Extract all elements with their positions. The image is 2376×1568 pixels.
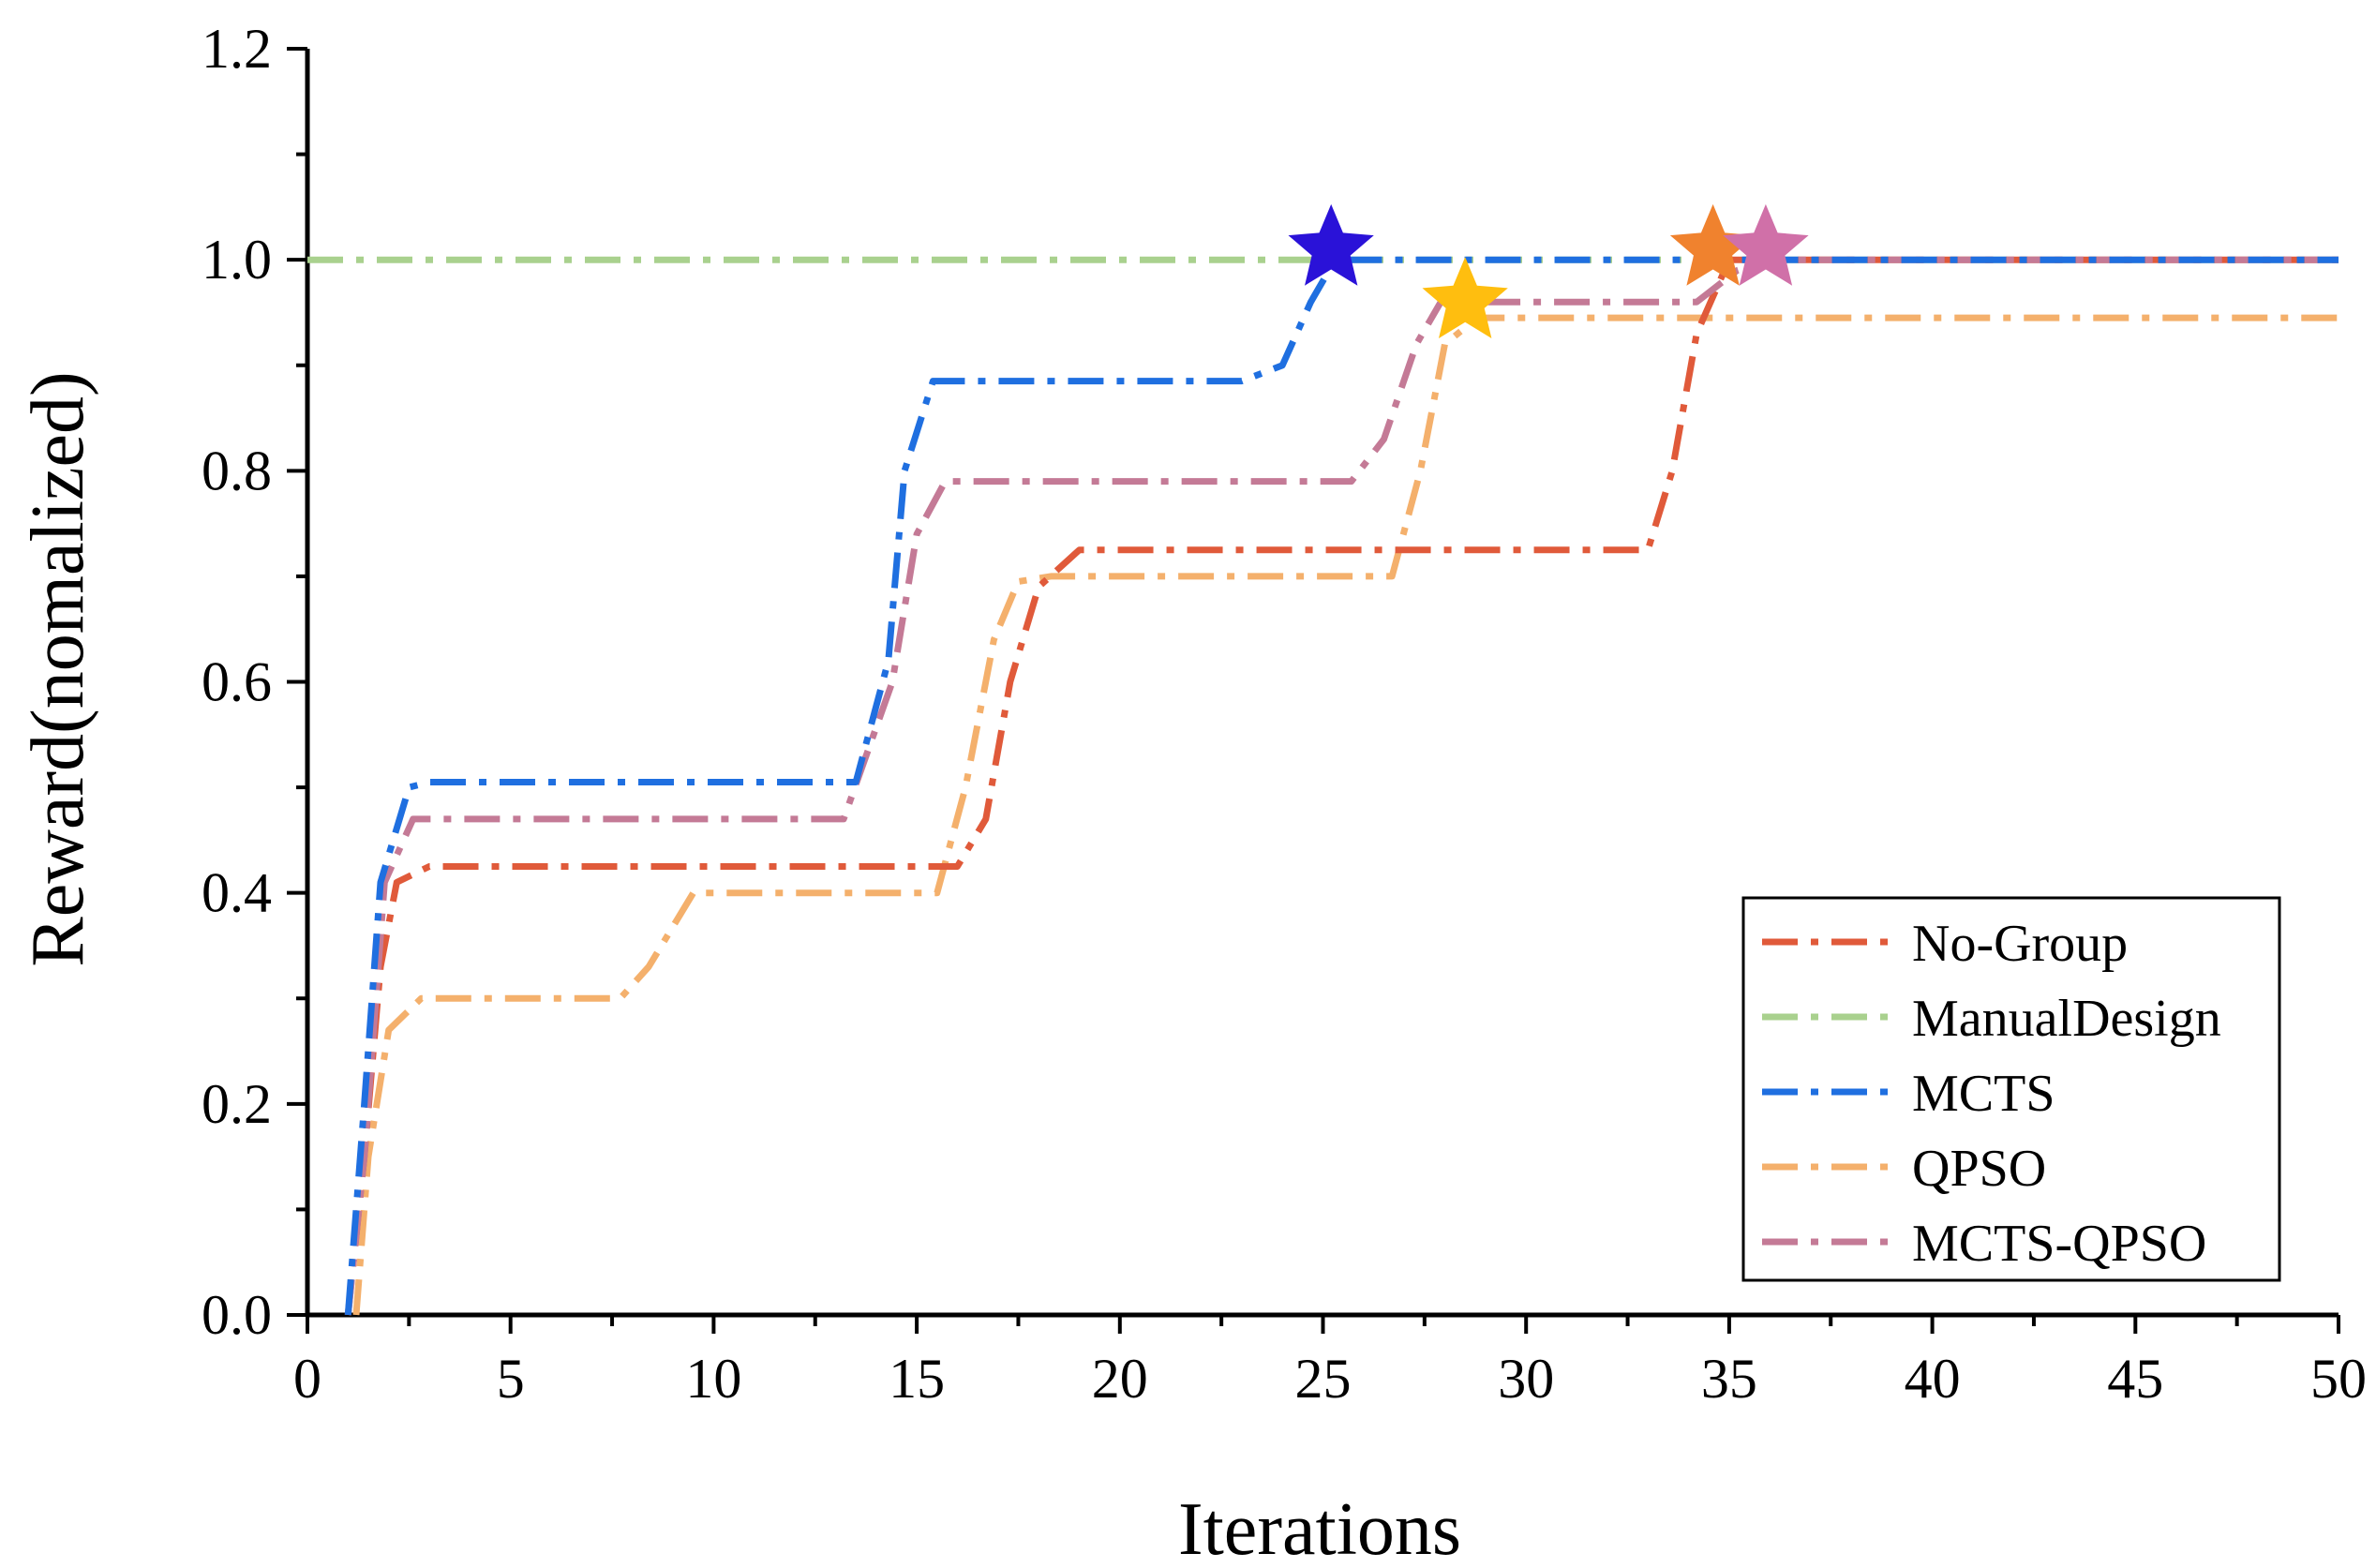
x-axis-title: Iterations xyxy=(1178,1488,1461,1568)
legend-label-qpso: QPSO xyxy=(1912,1140,2046,1198)
y-tick-label: 0.0 xyxy=(202,1284,272,1346)
best-marker-star-no-group xyxy=(1669,203,1756,286)
legend-label-mcts-qpso: MCTS-QPSO xyxy=(1912,1215,2206,1273)
y-tick-label: 1.0 xyxy=(202,229,272,291)
best-marker-star-qpso xyxy=(1422,257,1508,338)
x-tick-label: 45 xyxy=(2107,1348,2163,1410)
best-markers xyxy=(1288,203,1809,338)
best-marker-star-mcts-qpso xyxy=(1723,203,1809,286)
y-tick-label: 0.6 xyxy=(202,651,272,713)
y-axis-title: Reward(nomalized) xyxy=(17,371,99,966)
legend-label-mcts: MCTS xyxy=(1912,1065,2055,1123)
axis-ticks: 0 5 10 15 20 25 30 35 40 45 50 0.0 0.2 0.4 0.6 0.8 1.0 1.… xyxy=(202,18,2367,1410)
x-tick-label: 40 xyxy=(1905,1348,1961,1410)
x-tick-label: 5 xyxy=(497,1348,525,1410)
y-tick-label: 0.2 xyxy=(202,1073,272,1135)
y-tick-label: 1.2 xyxy=(202,18,272,80)
legend: No-Group ManualDesign MCTS QPSO MCTS-QPSO xyxy=(1741,896,2281,1282)
x-tick-label: 30 xyxy=(1498,1348,1554,1410)
x-tick-label: 35 xyxy=(1701,1348,1757,1410)
series-line-qpso xyxy=(352,314,2339,1316)
x-tick-label: 0 xyxy=(293,1348,321,1410)
best-marker-star-mcts xyxy=(1288,203,1374,286)
x-tick-label: 25 xyxy=(1295,1348,1352,1410)
series-line-no-group xyxy=(344,256,2339,1316)
x-tick-label: 50 xyxy=(2310,1348,2367,1410)
y-tick-label: 0.8 xyxy=(202,440,272,501)
x-tick-label: 10 xyxy=(685,1348,741,1410)
series-line-mcts xyxy=(344,256,2339,1316)
y-tick-label: 0.4 xyxy=(202,862,272,924)
x-tick-label: 15 xyxy=(889,1348,945,1410)
legend-label-no-group: No-Group xyxy=(1912,915,2128,973)
series-lines xyxy=(307,256,2339,1316)
series-line-mcts-qpso xyxy=(344,256,2339,1316)
x-tick-label: 20 xyxy=(1092,1348,1148,1410)
legend-label-manualdesign: ManualDesign xyxy=(1912,990,2221,1048)
